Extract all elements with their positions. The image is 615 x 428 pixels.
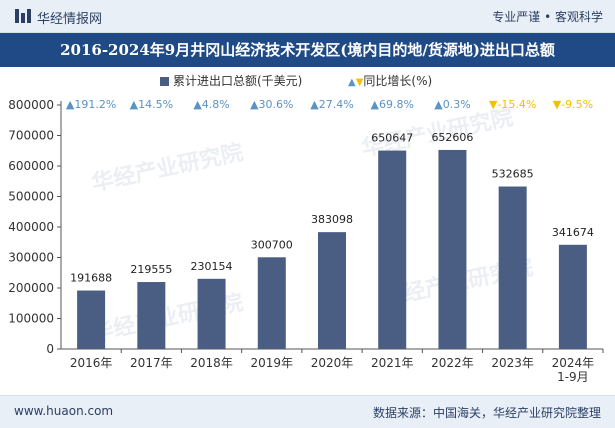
site-url: www.huaon.com (14, 404, 114, 418)
data-source: 数据来源：中国海关，华经产业研究院整理 (372, 406, 601, 420)
y-tick-label: 100000 (8, 312, 54, 326)
top-bar: 华经情报网 专业严谨 • 客观科学 (0, 0, 615, 33)
bar (137, 282, 166, 349)
triangle-up-icon: ▲ (348, 77, 356, 88)
bar (257, 257, 286, 349)
bar-value-label: 219555 (130, 263, 172, 276)
x-tick-label: 1-9月 (557, 370, 589, 384)
growth-label: ▲0.3% (434, 98, 470, 111)
y-tick-label: 300000 (8, 251, 54, 265)
bar-value-label: 650647 (371, 132, 413, 145)
growth-label: ▼-15.4% (489, 98, 536, 111)
footer-bar: www.huaon.com 数据来源：中国海关，华经产业研究院整理 (0, 395, 615, 428)
huajing-logo-icon (15, 9, 31, 23)
bar (77, 290, 106, 349)
growth-label: ▲4.8% (193, 98, 229, 111)
y-tick-label: 200000 (8, 281, 54, 295)
legend-label-growth: 同比增长(%) (363, 74, 433, 88)
bar-value-label: 230154 (191, 260, 233, 273)
brand-name: 华经情报网 (37, 12, 103, 27)
chart-legend: 累计进出口总额(千美元) ▲▼同比增长(%) (0, 72, 615, 92)
y-tick-label: 800000 (8, 98, 54, 112)
bar-value-label: 652606 (431, 131, 473, 144)
y-tick-label: 600000 (8, 159, 54, 173)
growth-label: ▲27.4% (310, 98, 353, 111)
legend-item-growth: ▲▼同比增长(%) (348, 72, 432, 89)
x-tick-label: 2020年 (311, 356, 354, 370)
x-tick-label: 2023年 (491, 356, 534, 370)
y-tick-label: 700000 (8, 129, 54, 143)
bar (197, 278, 226, 349)
legend-swatch-bar (160, 77, 169, 86)
bar (558, 244, 587, 349)
x-tick-label: 2016年 (70, 356, 113, 370)
growth-label: ▲14.5% (130, 98, 173, 111)
bar (318, 232, 346, 349)
x-tick-label: 2024年 (552, 356, 595, 370)
x-tick-label: 2019年 (251, 356, 294, 370)
bar (378, 150, 407, 349)
bar-value-label: 300700 (251, 238, 293, 251)
x-tick-label: 2021年 (371, 356, 414, 370)
y-tick-label: 500000 (8, 190, 54, 204)
x-tick-label: 2022年 (431, 356, 474, 370)
x-tick-label: 2018年 (190, 356, 233, 370)
tagline: 专业严谨 • 客观科学 (492, 10, 603, 24)
growth-label: ▲69.8% (371, 98, 414, 111)
title-bar: 2016-2024年9月井冈山经济技术开发区(境内目的地/货源地)进出口总额 (0, 33, 615, 67)
bar-value-label: 341674 (552, 226, 594, 239)
growth-label: ▲191.2% (66, 98, 116, 111)
chart-title: 2016-2024年9月井冈山经济技术开发区(境内目的地/货源地)进出口总额 (60, 41, 555, 59)
triangle-down-icon: ▼ (355, 77, 364, 88)
y-tick-label: 0 (46, 342, 54, 356)
bar-value-label: 532685 (492, 168, 534, 181)
bar (438, 149, 467, 349)
growth-label: ▼-9.5% (553, 98, 593, 111)
bar-value-label: 383098 (311, 213, 353, 226)
bar (498, 186, 527, 349)
x-tick-label: 2017年 (130, 356, 173, 370)
legend-label-total: 累计进出口总额(千美元) (173, 74, 303, 88)
y-tick-label: 400000 (8, 220, 54, 234)
growth-label: ▲30.6% (250, 98, 293, 111)
legend-item-total: 累计进出口总额(千美元) (160, 72, 302, 89)
bar-value-label: 191688 (70, 272, 112, 285)
